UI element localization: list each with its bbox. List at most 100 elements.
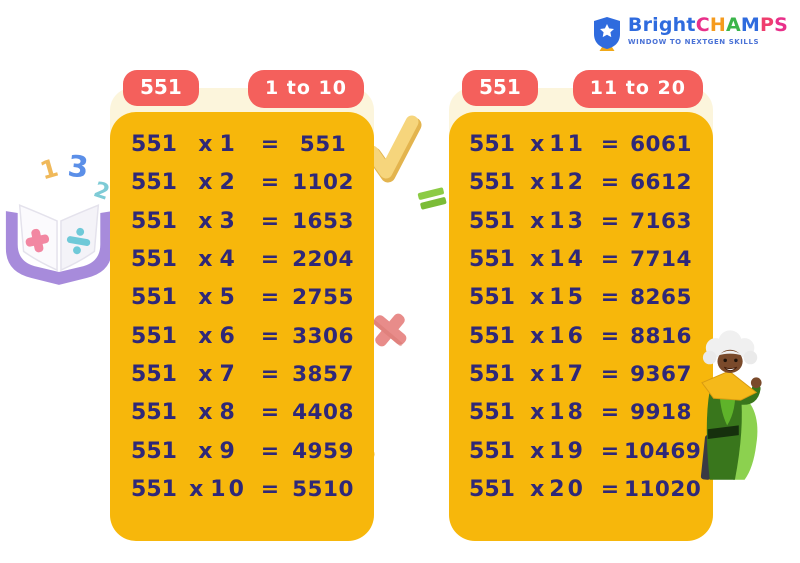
table-row: 551 x 2 = 1102 bbox=[125, 170, 359, 195]
multiplier: 11 bbox=[549, 132, 586, 157]
equals-sign: = bbox=[260, 438, 280, 464]
product: 1653 bbox=[292, 208, 354, 234]
product: 8265 bbox=[630, 285, 692, 311]
multiplier: 18 bbox=[549, 400, 586, 426]
multiply-sign: x bbox=[530, 246, 545, 272]
table-row: 551 x 19 = 10469 bbox=[464, 438, 701, 464]
equals-sign: = bbox=[600, 476, 620, 502]
table-number-badge: 551 bbox=[123, 70, 199, 106]
floating-digit-2: 2 bbox=[91, 177, 113, 205]
table-row: 551 x 18 = 9918 bbox=[464, 400, 698, 425]
equals-icon bbox=[416, 184, 448, 216]
equals-sign: = bbox=[260, 208, 280, 234]
table-row: 551 x 6 = 3306 bbox=[125, 324, 359, 349]
equals-sign: = bbox=[600, 285, 620, 311]
brand-tagline: WINDOW TO NEXTGEN SKILLS bbox=[627, 38, 760, 46]
multiplier: 5 bbox=[219, 285, 238, 311]
floating-digit-1: 1 bbox=[37, 153, 61, 186]
product: 3306 bbox=[292, 323, 354, 349]
multiplicand: 551 bbox=[469, 400, 515, 426]
multiplier-expression: x 17 bbox=[520, 362, 596, 387]
multiplier-expression: x 13 bbox=[520, 209, 596, 234]
multiplier: 14 bbox=[549, 246, 586, 272]
multiplicand: 551 bbox=[469, 361, 515, 387]
equals-sign: = bbox=[600, 208, 620, 234]
multiplier: 15 bbox=[549, 285, 586, 311]
equals-sign: = bbox=[260, 170, 280, 196]
multiplicand: 551 bbox=[469, 170, 515, 196]
brand-prefix: Bright bbox=[627, 14, 696, 36]
product: 6061 bbox=[630, 132, 692, 157]
multiplier: 20 bbox=[549, 476, 586, 502]
multiplier: 10 bbox=[210, 476, 247, 502]
multiply-sign: x bbox=[530, 438, 545, 464]
multiplier: 1 bbox=[219, 132, 238, 157]
multiplier-expression: x 11 bbox=[520, 132, 596, 157]
multiply-sign: x bbox=[189, 476, 204, 502]
multiplicand: 551 bbox=[131, 246, 177, 272]
table-row: 551 x 11 = 6061 bbox=[464, 132, 698, 157]
equals-sign: = bbox=[600, 400, 620, 426]
multiplier: 12 bbox=[549, 170, 586, 196]
divide-icon bbox=[66, 227, 91, 255]
multiplier-expression: x 16 bbox=[520, 324, 596, 349]
multiplicand: 551 bbox=[131, 208, 177, 234]
multiplier: 13 bbox=[549, 208, 586, 234]
product: 3857 bbox=[292, 361, 354, 387]
product: 7714 bbox=[630, 246, 692, 272]
multiply-sign: x bbox=[530, 361, 545, 387]
multiply-sign: x bbox=[198, 208, 213, 234]
table-row: 551 x 10 = 5510 bbox=[125, 477, 359, 502]
multiplicand: 551 bbox=[469, 323, 515, 349]
table-row: 551 x 20 = 11020 bbox=[464, 476, 701, 502]
multiply-sign: x bbox=[530, 170, 545, 196]
equals-sign: = bbox=[260, 323, 280, 349]
equals-sign: = bbox=[600, 361, 620, 387]
multiplier-expression: x 15 bbox=[520, 285, 596, 310]
multiplicand: 551 bbox=[131, 361, 177, 387]
table-row: 551 x 3 = 1653 bbox=[125, 209, 359, 234]
product: 1102 bbox=[292, 170, 354, 196]
multiplicand: 551 bbox=[131, 476, 177, 502]
logo-text: BrightCHAMPS WINDOW TO NEXTGEN SKILLS bbox=[627, 14, 788, 47]
table-row: 551 x 15 = 8265 bbox=[464, 285, 698, 310]
equals-sign: = bbox=[260, 476, 280, 502]
product: 4959 bbox=[292, 438, 354, 464]
multiplicand: 551 bbox=[469, 208, 515, 234]
multiplier: 3 bbox=[219, 208, 238, 234]
table-number-badge: 551 bbox=[462, 70, 538, 106]
multiplier: 7 bbox=[219, 361, 238, 387]
plus-icon bbox=[25, 228, 50, 253]
book-illustration: 1 3 2 bbox=[0, 142, 118, 294]
table-row: 551 x 7 = 3857 bbox=[125, 362, 359, 387]
multiply-sign: x bbox=[530, 285, 545, 311]
multiply-sign: x bbox=[530, 208, 545, 234]
equals-sign: = bbox=[600, 323, 620, 349]
multiplier: 19 bbox=[549, 438, 586, 464]
times-table-card-1-to-10: 551 1 to 10 551 x 1 = 551 551 x 2 = 1102 551 x 3 = 1… bbox=[110, 70, 374, 541]
product: 551 bbox=[299, 132, 347, 157]
table-rows: 551 x 1 = 551 551 x 2 = 1102 551 x 3 = 1653 551 x 4 = 22… bbox=[125, 132, 359, 502]
table-row: 551 x 12 = 6612 bbox=[464, 170, 698, 195]
equals-sign: = bbox=[260, 246, 280, 272]
multiplier-expression: x 18 bbox=[520, 400, 596, 425]
multiplier: 8 bbox=[219, 400, 238, 426]
table-row: 551 x 16 = 8816 bbox=[464, 324, 698, 349]
multiplier: 6 bbox=[219, 323, 238, 349]
times-table-card-11-to-20: 551 11 to 20 551 x 11 = 6061 551 x 12 = 6612 551… bbox=[449, 70, 713, 541]
multiplicand: 551 bbox=[131, 400, 177, 426]
equals-sign: = bbox=[260, 132, 280, 157]
multiply-sign: x bbox=[198, 400, 213, 426]
product: 9918 bbox=[630, 400, 692, 426]
equals-sign: = bbox=[260, 285, 280, 311]
product: 7163 bbox=[630, 208, 692, 234]
brightchamps-shield-icon bbox=[593, 17, 620, 51]
equals-sign: = bbox=[260, 361, 280, 387]
multiply-sign: x bbox=[198, 170, 213, 196]
equals-sign: = bbox=[600, 170, 620, 196]
